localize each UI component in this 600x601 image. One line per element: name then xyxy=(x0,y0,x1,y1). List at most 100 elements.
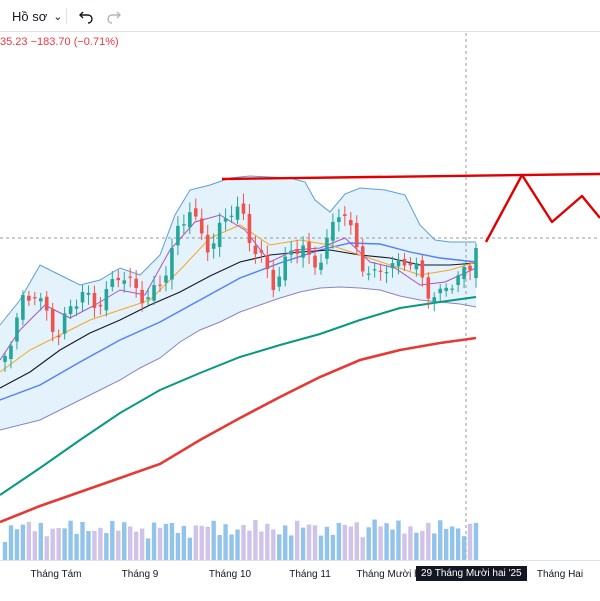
candle-body xyxy=(378,270,383,272)
candle-body xyxy=(313,255,317,268)
candle xyxy=(366,266,371,281)
moving-averages xyxy=(0,214,477,524)
candle xyxy=(98,297,103,315)
drawings xyxy=(221,172,600,243)
candle xyxy=(325,229,329,265)
volume-bar xyxy=(378,526,383,560)
candle xyxy=(289,241,293,264)
candle-body xyxy=(301,245,305,258)
candle-body xyxy=(98,304,103,307)
volume-bar xyxy=(56,528,61,560)
volume-bar xyxy=(324,526,330,560)
candle xyxy=(462,262,466,289)
volume-bar xyxy=(336,522,342,560)
volume-bar xyxy=(199,525,204,560)
candle-body xyxy=(15,317,19,342)
candle xyxy=(38,292,43,311)
candle-body xyxy=(86,292,91,295)
candle xyxy=(92,285,97,318)
candle xyxy=(74,299,79,317)
candle xyxy=(86,285,91,305)
candle-body xyxy=(271,269,276,291)
candle-body xyxy=(68,306,73,315)
candle-body xyxy=(152,285,156,301)
candle xyxy=(372,261,377,278)
candle xyxy=(265,245,270,279)
candle xyxy=(182,214,186,235)
candle-body xyxy=(164,275,168,283)
candle xyxy=(211,233,216,259)
candle-body xyxy=(396,259,401,267)
volume-bar xyxy=(241,525,246,560)
volume-bar xyxy=(104,533,109,560)
profile-menu-button[interactable]: Hồ sơ ⌄ xyxy=(12,6,62,26)
volume-bar xyxy=(354,522,359,560)
candle-body xyxy=(62,313,67,334)
candle-body xyxy=(3,356,7,362)
volume-bar xyxy=(229,534,234,560)
volume-bar xyxy=(151,522,157,560)
ma-green-line xyxy=(0,296,477,496)
volume-bar xyxy=(283,525,288,560)
redo-button[interactable] xyxy=(106,6,122,26)
candle-body xyxy=(50,308,55,332)
volume-bar xyxy=(2,542,8,560)
ma-blue-line xyxy=(0,242,477,401)
x-tick-label: Tháng 10 xyxy=(208,569,252,580)
candle-body xyxy=(420,260,425,278)
undo-button[interactable] xyxy=(78,6,94,26)
candle-body xyxy=(104,289,109,311)
candle xyxy=(354,215,359,255)
bollinger-upper xyxy=(0,175,476,326)
candle-body xyxy=(247,213,252,243)
candle-body xyxy=(158,284,162,286)
candle xyxy=(229,205,234,224)
candle-body xyxy=(390,263,395,269)
candle xyxy=(384,265,389,284)
volume-bar xyxy=(318,535,324,560)
volume-bar xyxy=(211,520,216,560)
candle xyxy=(450,284,454,294)
candle-body xyxy=(354,223,359,248)
candle-body xyxy=(122,280,127,284)
chevron-down-icon: ⌄ xyxy=(53,10,63,23)
candle xyxy=(128,268,133,288)
candle xyxy=(313,246,317,275)
candle xyxy=(396,253,401,275)
volume-bar xyxy=(116,530,121,560)
price-change-info: 35.23 −183.70 (−0.71%) xyxy=(0,36,119,48)
candle-body xyxy=(468,265,472,271)
candle-body xyxy=(170,248,174,280)
candle xyxy=(253,235,258,264)
candle xyxy=(337,208,341,232)
volume-bar xyxy=(145,538,151,560)
candle xyxy=(146,288,150,306)
price-chart[interactable] xyxy=(0,33,600,560)
volume-bar xyxy=(247,530,252,560)
candle-body xyxy=(414,263,419,270)
volume-bar xyxy=(235,529,240,560)
candle-body xyxy=(182,224,186,226)
volume-bar xyxy=(253,520,258,560)
volume-bar xyxy=(426,522,431,560)
candle-body xyxy=(146,297,150,300)
candle xyxy=(343,206,347,227)
candle xyxy=(420,254,425,287)
volume-bar xyxy=(360,537,365,560)
candle-body xyxy=(331,221,335,241)
candle xyxy=(283,246,288,287)
volume-bar xyxy=(68,520,73,560)
volume-bar xyxy=(414,532,419,560)
candle xyxy=(21,290,25,326)
candle-body xyxy=(253,245,258,255)
candle xyxy=(468,261,472,281)
volume-bar xyxy=(14,529,20,560)
candle xyxy=(134,269,138,298)
candle xyxy=(62,306,67,340)
candle-body xyxy=(456,275,460,286)
candle xyxy=(348,212,353,235)
volume-bar xyxy=(98,527,103,560)
ma-orange-line xyxy=(0,224,477,373)
candle-body xyxy=(38,298,43,302)
candle-body xyxy=(360,246,365,272)
